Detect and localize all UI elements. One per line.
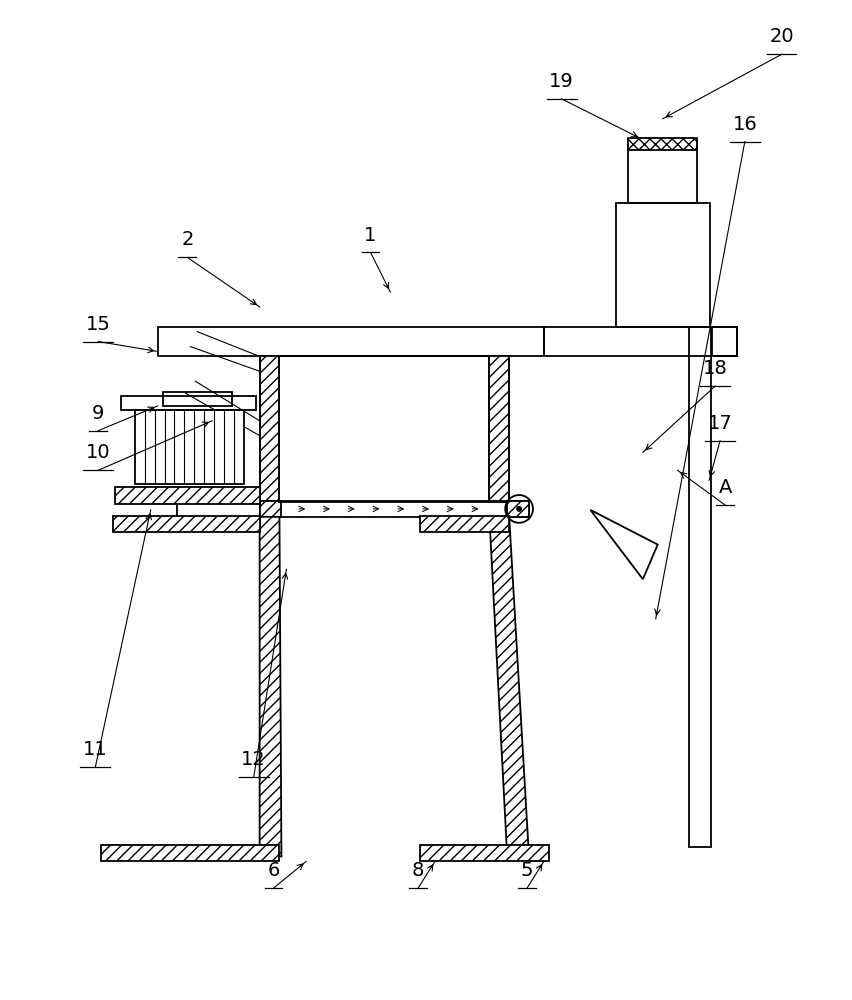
Bar bbox=[260, 501, 281, 517]
Text: 20: 20 bbox=[769, 27, 794, 46]
Text: 6: 6 bbox=[268, 861, 279, 880]
Text: 10: 10 bbox=[86, 443, 111, 462]
Bar bbox=[628, 139, 697, 203]
Text: 15: 15 bbox=[86, 315, 111, 334]
Circle shape bbox=[516, 506, 522, 512]
Text: 9: 9 bbox=[92, 404, 105, 423]
Text: 16: 16 bbox=[733, 115, 757, 134]
Bar bbox=[121, 396, 256, 410]
Text: A: A bbox=[718, 478, 732, 497]
Bar bbox=[507, 501, 529, 517]
Bar bbox=[101, 845, 279, 861]
Bar bbox=[260, 356, 279, 502]
Bar bbox=[689, 327, 711, 847]
Text: 1: 1 bbox=[365, 226, 377, 245]
Bar bbox=[507, 501, 529, 517]
Bar bbox=[113, 516, 260, 532]
Polygon shape bbox=[260, 517, 281, 856]
Text: 8: 8 bbox=[412, 861, 424, 880]
Polygon shape bbox=[489, 517, 529, 856]
Bar bbox=[628, 138, 697, 150]
Text: 17: 17 bbox=[708, 414, 733, 433]
Text: 2: 2 bbox=[181, 230, 193, 249]
Text: 19: 19 bbox=[550, 72, 574, 91]
Bar bbox=[616, 203, 711, 327]
Bar bbox=[420, 516, 509, 532]
Bar bbox=[115, 487, 260, 504]
Bar bbox=[158, 327, 544, 356]
Text: 12: 12 bbox=[241, 750, 266, 769]
Bar bbox=[544, 327, 737, 356]
Bar bbox=[260, 501, 529, 517]
Bar bbox=[712, 327, 737, 356]
Bar bbox=[135, 410, 244, 484]
Text: 5: 5 bbox=[521, 861, 533, 880]
Text: 11: 11 bbox=[83, 740, 107, 759]
Bar bbox=[489, 356, 509, 502]
Bar bbox=[163, 392, 232, 406]
Bar bbox=[420, 845, 549, 861]
Text: 18: 18 bbox=[703, 359, 728, 378]
